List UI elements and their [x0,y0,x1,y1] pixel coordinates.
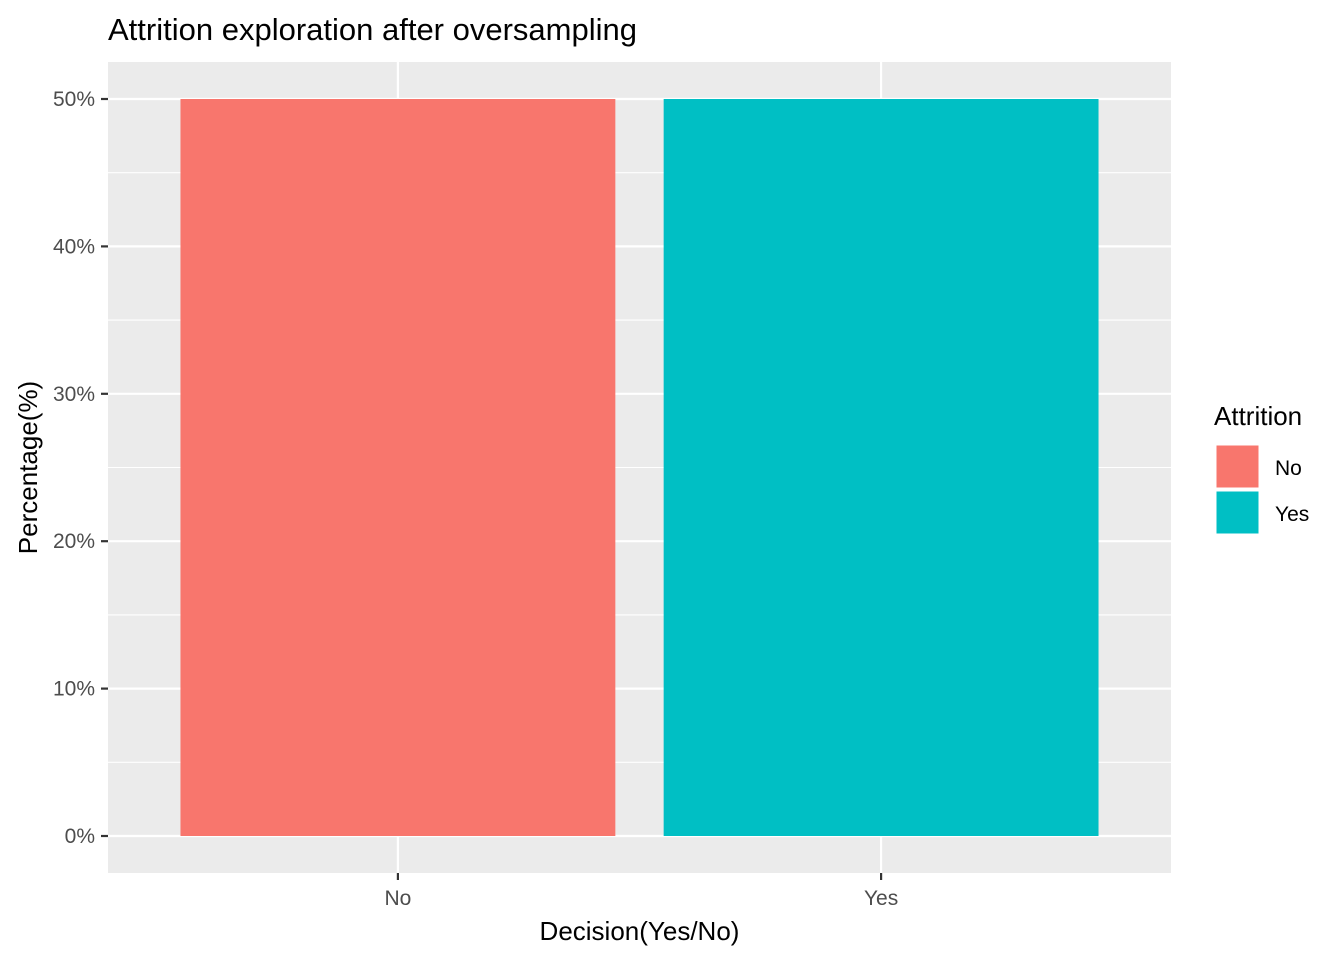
legend-title: Attrition [1214,401,1302,431]
y-axis: 0% 10% 20% 30% 40% 50% [53,88,108,848]
bar-yes [663,99,1099,836]
y-tick-label: 40% [53,235,95,258]
legend-swatch [1216,491,1259,534]
bars [180,99,1099,836]
legend: Attrition No Yes [1214,401,1309,535]
y-tick-label: 10% [53,678,95,701]
y-axis-title: Percentage(%) [13,381,43,554]
y-tick-label: 30% [53,383,95,406]
y-tick-label: 50% [53,88,95,111]
legend-label: Yes [1275,503,1309,526]
bar-no [180,99,616,836]
y-tick-label: 0% [65,825,95,848]
x-tick-label: No [384,887,411,910]
y-tick-label: 20% [53,530,95,553]
legend-swatch [1216,445,1259,488]
legend-label: No [1275,457,1302,480]
x-axis-title: Decision(Yes/No) [540,916,740,946]
x-tick-label: Yes [864,887,898,910]
chart-title: Attrition exploration after oversampling [108,12,637,47]
x-axis: No Yes [384,873,898,910]
